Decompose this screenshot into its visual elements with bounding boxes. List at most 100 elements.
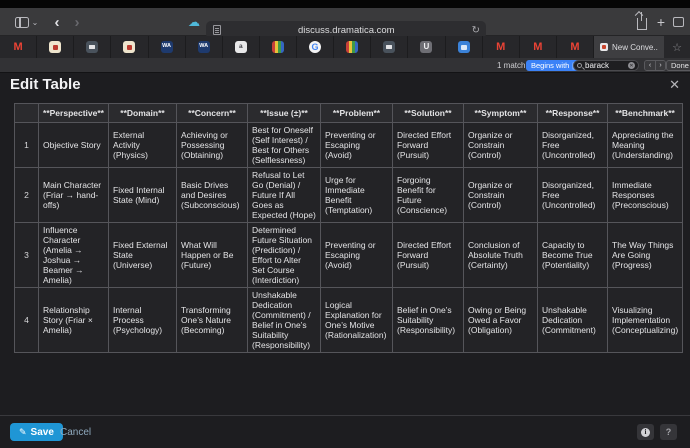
new-tab-button[interactable]: + [656, 14, 666, 30]
browser-toolbar: ⌄ ‹ › ☁ discuss.dramatica.com ↻ + [0, 8, 690, 39]
table-cell[interactable]: Belief in One’s Suitability (Responsibil… [392, 287, 464, 354]
cancel-button[interactable]: Cancel [60, 427, 92, 438]
tab-overview-button[interactable] [670, 8, 689, 36]
table-cell[interactable]: Transforming One’s Nature (Becoming) [176, 287, 248, 354]
table-cell[interactable]: Capacity to Become True (Potentiality) [537, 222, 608, 289]
table-cell[interactable]: Influence Character (Amelia → Joshua → B… [38, 222, 109, 289]
table-cell[interactable]: Preventing or Escaping (Avoid) [320, 222, 393, 289]
row-number: 3 [14, 222, 39, 289]
row-number: 4 [14, 287, 39, 354]
pinned-tab[interactable]: WA [149, 36, 186, 58]
table-cell[interactable]: Fixed External State (Universe) [108, 222, 177, 289]
pinned-tab[interactable]: U [408, 36, 446, 58]
table-cell[interactable]: Main Character (Friar → hand-offs) [38, 167, 109, 224]
table-cell[interactable]: Refusal to Let Go (Denial) / Future If A… [247, 167, 321, 224]
table-cell[interactable]: Disorganized, Free (Uncontrolled) [537, 167, 608, 224]
find-bar: 1 match Begins with ⌃⌄ barack ✕ ‹ › Done [0, 58, 690, 73]
table-cell[interactable]: External Activity (Physics) [108, 121, 177, 169]
pinned-tab[interactable]: M [483, 36, 520, 58]
address-url[interactable]: discuss.dramatica.com [297, 24, 395, 36]
table-cell[interactable]: Forgoing Benefit for Future (Conscience) [392, 167, 464, 224]
pinned-tab[interactable] [371, 36, 409, 58]
share-button[interactable] [634, 8, 650, 36]
pinned-tab[interactable]: WA [186, 36, 223, 58]
table-cell[interactable]: Conclusion of Absolute Truth (Certainty) [463, 222, 538, 289]
table-cell[interactable]: Unshakable Dedication (Commitment) / Bel… [247, 287, 321, 354]
table-header-row: **Perspective** **Domain** **Concern** *… [14, 103, 684, 123]
table-cell[interactable]: What Will Happen or Be (Future) [176, 222, 248, 289]
pinned-tab[interactable]: G [297, 36, 335, 58]
gmail-favicon: M [570, 40, 580, 53]
table-cell[interactable]: Fixed Internal State (Mind) [108, 167, 177, 224]
table-cell[interactable]: Internal Process (Psychology) [108, 287, 177, 354]
table-cell[interactable]: Relationship Story (Friar × Amelia) [38, 287, 109, 354]
table-cell[interactable]: Urge for Immediate Benefit (Temptation) [320, 167, 393, 224]
pinned-tab[interactable] [260, 36, 297, 58]
pinned-tab[interactable] [446, 36, 483, 58]
forward-button[interactable]: › [74, 13, 80, 31]
table-cell[interactable]: Objective Story [38, 121, 109, 169]
search-icon [577, 63, 582, 68]
table-row: 1 Objective Story External Activity (Phy… [14, 121, 684, 169]
reload-icon[interactable]: ↻ [471, 24, 480, 36]
mail-dark-favicon [86, 41, 99, 53]
table-cell[interactable]: Unshakable Dedication (Commitment) [537, 287, 608, 354]
table-cell[interactable]: Best for Oneself (Self Interest) / Best … [247, 121, 321, 169]
table-cell[interactable]: Directed Effort Forward (Pursuit) [392, 121, 464, 169]
table-cell[interactable]: Directed Effort Forward (Pursuit) [392, 222, 464, 289]
story-structure-table: **Perspective** **Domain** **Concern** *… [14, 103, 684, 354]
pinned-tab[interactable] [74, 36, 112, 58]
sidebar-chevron-button[interactable]: ⌄ [31, 17, 39, 27]
pinned-tab[interactable] [334, 36, 372, 58]
find-next-button[interactable]: › [655, 61, 665, 70]
info-button[interactable]: i [637, 424, 654, 440]
info-icon: i [641, 427, 650, 437]
find-done-button[interactable]: Done [666, 60, 690, 71]
pinned-tab[interactable]: a [223, 36, 260, 58]
share-icon [637, 11, 647, 30]
sidebar-toggle-button[interactable] [12, 8, 32, 36]
blue-app-favicon [457, 41, 470, 53]
address-bar[interactable]: discuss.dramatica.com ↻ [206, 21, 486, 39]
stripes-favicon [271, 41, 284, 53]
table-cell[interactable]: Logical Explanation for One’s Motive (Ra… [320, 287, 393, 354]
column-header: **Issue (±)** [247, 103, 321, 123]
gmail-favicon: M [13, 40, 23, 53]
table-cell[interactable]: Achieving or Possessing (Obtaining) [176, 121, 248, 169]
site-settings-icon[interactable] [213, 25, 221, 35]
find-query[interactable]: barack [585, 61, 610, 70]
pinned-tab[interactable] [37, 36, 75, 58]
pinned-tab[interactable]: M [0, 36, 38, 58]
table-cell[interactable]: Appreciating the Meaning (Understanding) [606, 121, 684, 169]
pinned-tab[interactable] [111, 36, 149, 58]
close-icon[interactable]: ✕ [669, 77, 680, 92]
table-cell[interactable]: Determined Future Situation (Prediction)… [247, 222, 321, 289]
table-cell[interactable]: Immediate Responses (Preconscious) [606, 167, 684, 224]
back-button[interactable]: ‹ [54, 13, 60, 31]
table-cell[interactable]: Preventing or Escaping (Avoid) [320, 121, 393, 169]
find-match-count: 1 match [497, 61, 526, 70]
table-cell[interactable]: Owing or Being Owed a Favor (Obligation) [463, 287, 538, 354]
find-mode-label: Begins with [531, 61, 570, 70]
table-cell[interactable]: Organize or Constrain (Control) [463, 167, 538, 224]
table-cell[interactable]: Disorganized, Free (Uncontrolled) [537, 121, 608, 169]
table-cell[interactable]: Visualizing Implementation (Conceptualiz… [606, 287, 684, 354]
window-top-strip [0, 0, 690, 8]
help-button[interactable]: ? [660, 424, 677, 440]
save-button[interactable]: ✎ Save [10, 423, 63, 441]
table-cell[interactable]: Organize or Constrain (Control) [463, 121, 538, 169]
pinned-tab[interactable]: M [557, 36, 594, 58]
tabs-icon [672, 14, 689, 27]
pinned-tab[interactable]: M [520, 36, 557, 58]
find-previous-button[interactable]: ‹ [645, 61, 655, 70]
extension-cloud-icon[interactable]: ☁ [188, 15, 200, 29]
active-tab[interactable]: New Conve... [594, 36, 664, 58]
table-cell[interactable]: The Way Things Are Going (Progress) [606, 222, 684, 289]
row-number: 2 [14, 167, 39, 224]
forum-cream-favicon [49, 41, 62, 53]
favorites-star-icon[interactable]: ☆ [672, 41, 682, 54]
table-cell[interactable]: Basic Drives and Desires (Subconscious) [176, 167, 248, 224]
clear-search-icon[interactable]: ✕ [628, 62, 635, 69]
find-input[interactable]: barack ✕ [573, 60, 639, 71]
